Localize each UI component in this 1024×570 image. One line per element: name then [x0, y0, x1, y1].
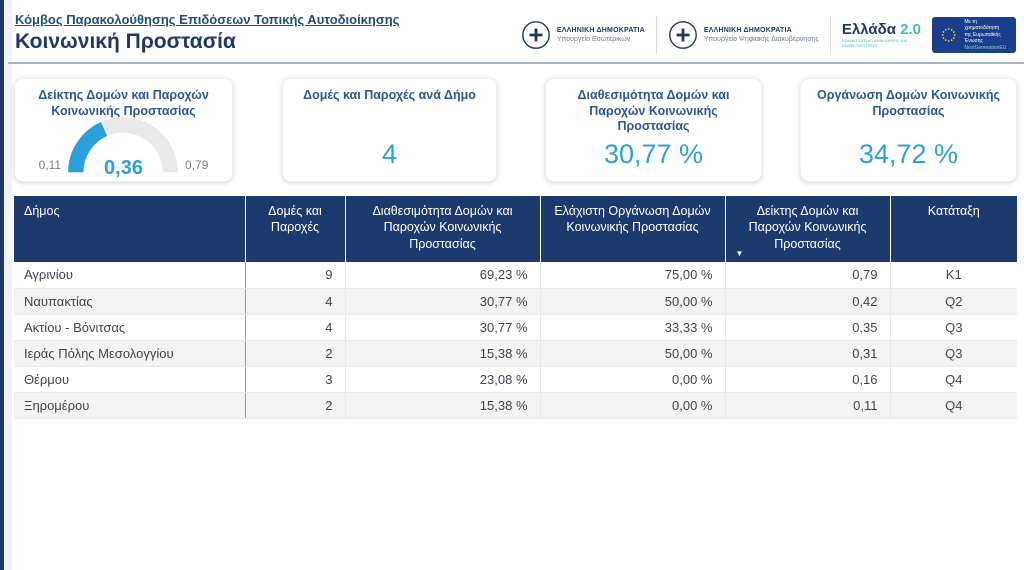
- card-value: 4: [381, 139, 398, 169]
- table-cell: 30,77 %: [345, 288, 541, 315]
- card-title: Διαθεσιμότητα Δομών και Παροχών Κοινωνικ…: [577, 88, 730, 134]
- logo-bar: ΕΛΛΗΝΙΚΗ ΔΗΜΟΚΡΑΤΙΑ Υπουργείο Εσωτερικών…: [521, 16, 1016, 54]
- gauge-chart: 0,11 0,79: [15, 112, 232, 174]
- greece-2-0-logo: Ελλάδα 2.0 ΕΘΝΙΚΟ ΣΧΕΔΙΟ ΑΝΑΚΑΜΨΗΣ ΚΑΙ Α…: [842, 22, 921, 49]
- table-cell: 15,38 %: [345, 392, 541, 419]
- table-row[interactable]: Ναυπακτίας 4 30,77 % 50,00 % 0,42 Q2: [14, 288, 1017, 315]
- table-row[interactable]: Ακτίου - Βόνιτσας 4 30,77 % 33,33 % 0,35 Q3: [14, 314, 1017, 341]
- column-header-index-label: Δείκτης Δομών και Παροχών Κοινωνικής Προ…: [748, 204, 867, 251]
- table-cell: 2: [245, 340, 346, 367]
- table-row[interactable]: Ξηρομέρου 2 15,38 % 0,00 % 0,11 Q4: [14, 392, 1017, 419]
- logo-separator: [829, 16, 831, 54]
- table-cell: Ναυπακτίας: [14, 288, 246, 315]
- left-edge-accent: [0, 0, 4, 570]
- table-cell: Q3: [890, 340, 1017, 367]
- left-edge-accent-light: [4, 0, 12, 570]
- greece20-tagline: ΕΘΝΙΚΟ ΣΧΕΔΙΟ ΑΝΑΚΑΜΨΗΣ ΚΑΙ ΑΝΘΕΚΤΙΚΟΤΗΤ…: [841, 37, 908, 48]
- table-cell: 0,00 %: [540, 366, 726, 393]
- card-value: 34,72 %: [858, 139, 959, 169]
- table-cell: 30,77 %: [345, 314, 541, 341]
- table-cell: 0,31: [725, 340, 891, 367]
- table-cell: 0,35: [725, 314, 891, 341]
- gauge-min-label: 0,11: [38, 158, 62, 172]
- table-row[interactable]: Ιεράς Πόλης Μεσολογγίου 2 15,38 % 50,00 % 0,…: [14, 340, 1017, 367]
- table-body: Αγρινίου 9 69,23 % 75,00 % 0,79 K1 Ναυπακτίας 4…: [14, 262, 1017, 419]
- table-cell: 0,42: [725, 288, 891, 315]
- card-title: Οργάνωση Δομών Κοινωνικής Προστασίας: [817, 88, 1000, 118]
- table-cell: Ξηρομέρου: [14, 392, 246, 419]
- sort-desc-icon[interactable]: ▼: [735, 248, 744, 258]
- ministry-digital-logo: ΕΛΛΗΝΙΚΗ ΔΗΜΟΚΡΑΤΙΑ Υπουργείο Ψηφιακής Δ…: [668, 20, 819, 50]
- table-row[interactable]: Αγρινίου 9 69,23 % 75,00 % 0,79 K1: [14, 262, 1017, 289]
- table-cell: Q2: [890, 288, 1017, 315]
- municipalities-table: Δήμος Δομές και Παροχές Διαθεσιμότητα Δο…: [14, 196, 1017, 419]
- ministry-name: ΕΛΛΗΝΙΚΗ ΔΗΜΟΚΡΑΤΙΑ: [556, 27, 645, 34]
- card-title: Δομές και Παροχές ανά Δήμο: [303, 88, 476, 102]
- table-cell: 0,11: [725, 392, 891, 419]
- ministry-sub: Υπουργείο Ψηφιακής Διακυβέρνησης: [703, 36, 819, 43]
- table-cell: K1: [890, 262, 1017, 289]
- header-divider: [8, 62, 1024, 64]
- eu-funding-line3: NextGenerationEU: [964, 44, 1007, 51]
- table-cell: Q4: [890, 366, 1017, 393]
- column-header-rank[interactable]: Κατάταξη: [890, 196, 1017, 262]
- table-cell: 23,08 %: [345, 366, 541, 393]
- greek-emblem-icon: [668, 21, 697, 49]
- column-header-availability[interactable]: Διαθεσιμότητα Δομών και Παροχών Κοινωνικ…: [345, 196, 541, 262]
- ministry-name: ΕΛΛΗΝΙΚΗ ΔΗΜΟΚΡΑΤΙΑ: [703, 27, 792, 34]
- table-cell: 33,33 %: [540, 314, 726, 341]
- table-cell: 50,00 %: [540, 340, 726, 367]
- table-cell: 15,38 %: [345, 340, 541, 367]
- table-cell: Q4: [890, 392, 1017, 419]
- column-header-min-organization[interactable]: Ελάχιστη Οργάνωση Δομών Κοινωνικής Προστ…: [540, 196, 726, 262]
- table-cell: 50,00 %: [540, 288, 726, 315]
- greece20-brand: Ελλάδα: [841, 20, 896, 38]
- table-cell: 4: [245, 288, 346, 315]
- table-cell: Αγρινίου: [14, 262, 246, 289]
- column-header-municipality[interactable]: Δήμος: [14, 196, 246, 262]
- table-cell: Ακτίου - Βόνιτσας: [14, 314, 246, 341]
- table-cell: 9: [245, 262, 346, 289]
- logo-separator: [655, 16, 657, 54]
- gauge-max-label: 0,79: [185, 158, 209, 172]
- kpi-card-organization[interactable]: Οργάνωση Δομών Κοινωνικής Προστασίας 34,…: [800, 78, 1017, 182]
- table-cell: 0,16: [725, 366, 891, 393]
- breadcrumb-link[interactable]: Κόμβος Παρακολούθησης Επιδόσεων Τοπικής …: [15, 12, 400, 27]
- column-header-index[interactable]: Δείκτης Δομών και Παροχών Κοινωνικής Προ…: [725, 196, 891, 262]
- kpi-card-structures-per-municipality[interactable]: Δομές και Παροχές ανά Δήμο 4: [282, 78, 497, 182]
- kpi-card-availability[interactable]: Διαθεσιμότητα Δομών και Παροχών Κοινωνικ…: [545, 78, 762, 182]
- gauge-arc: [68, 117, 178, 173]
- greece20-version: 2.0: [900, 20, 921, 38]
- eu-funding-logo: Με τη χρηματοδότηση της Ευρωπαϊκής Ένωση…: [932, 17, 1016, 53]
- table-header-row: Δήμος Δομές και Παροχές Διαθεσιμότητα Δο…: [14, 196, 1017, 262]
- column-header-structures[interactable]: Δομές και Παροχές: [245, 196, 346, 262]
- kpi-card-index-gauge[interactable]: Δείκτης Δομών και Παροχών Κοινωνικής Προ…: [14, 78, 233, 182]
- table-cell: 75,00 %: [540, 262, 726, 289]
- greek-emblem-icon: [521, 21, 550, 49]
- table-cell: 69,23 %: [345, 262, 541, 289]
- gauge-value: 0,36: [104, 157, 143, 179]
- table-cell: 0,00 %: [540, 392, 726, 419]
- table-cell: Q3: [890, 314, 1017, 341]
- eu-funding-line1: Με τη χρηματοδότηση: [964, 18, 1000, 32]
- ministry-interior-logo: ΕΛΛΗΝΙΚΗ ΔΗΜΟΚΡΑΤΙΑ Υπουργείο Εσωτερικών: [521, 20, 645, 50]
- page-title: Κοινωνική Προστασία: [15, 30, 236, 53]
- card-value: 30,77 %: [603, 139, 704, 169]
- table-cell: 3: [245, 366, 346, 393]
- card-title: Δείκτης Δομών και Παροχών Κοινωνικής Προ…: [38, 88, 209, 118]
- table-cell: 4: [245, 314, 346, 341]
- eu-funding-line2: της Ευρωπαϊκής Ένωσης: [964, 31, 1001, 45]
- eu-flag-icon: [941, 28, 956, 42]
- ministry-sub: Υπουργείο Εσωτερικών: [556, 36, 631, 43]
- table-cell: 0,79: [725, 262, 891, 289]
- table-cell: 2: [245, 392, 346, 419]
- table-row[interactable]: Θέρμου 3 23,08 % 0,00 % 0,16 Q4: [14, 366, 1017, 393]
- table-cell: Θέρμου: [14, 366, 246, 393]
- table-cell: Ιεράς Πόλης Μεσολογγίου: [14, 340, 246, 367]
